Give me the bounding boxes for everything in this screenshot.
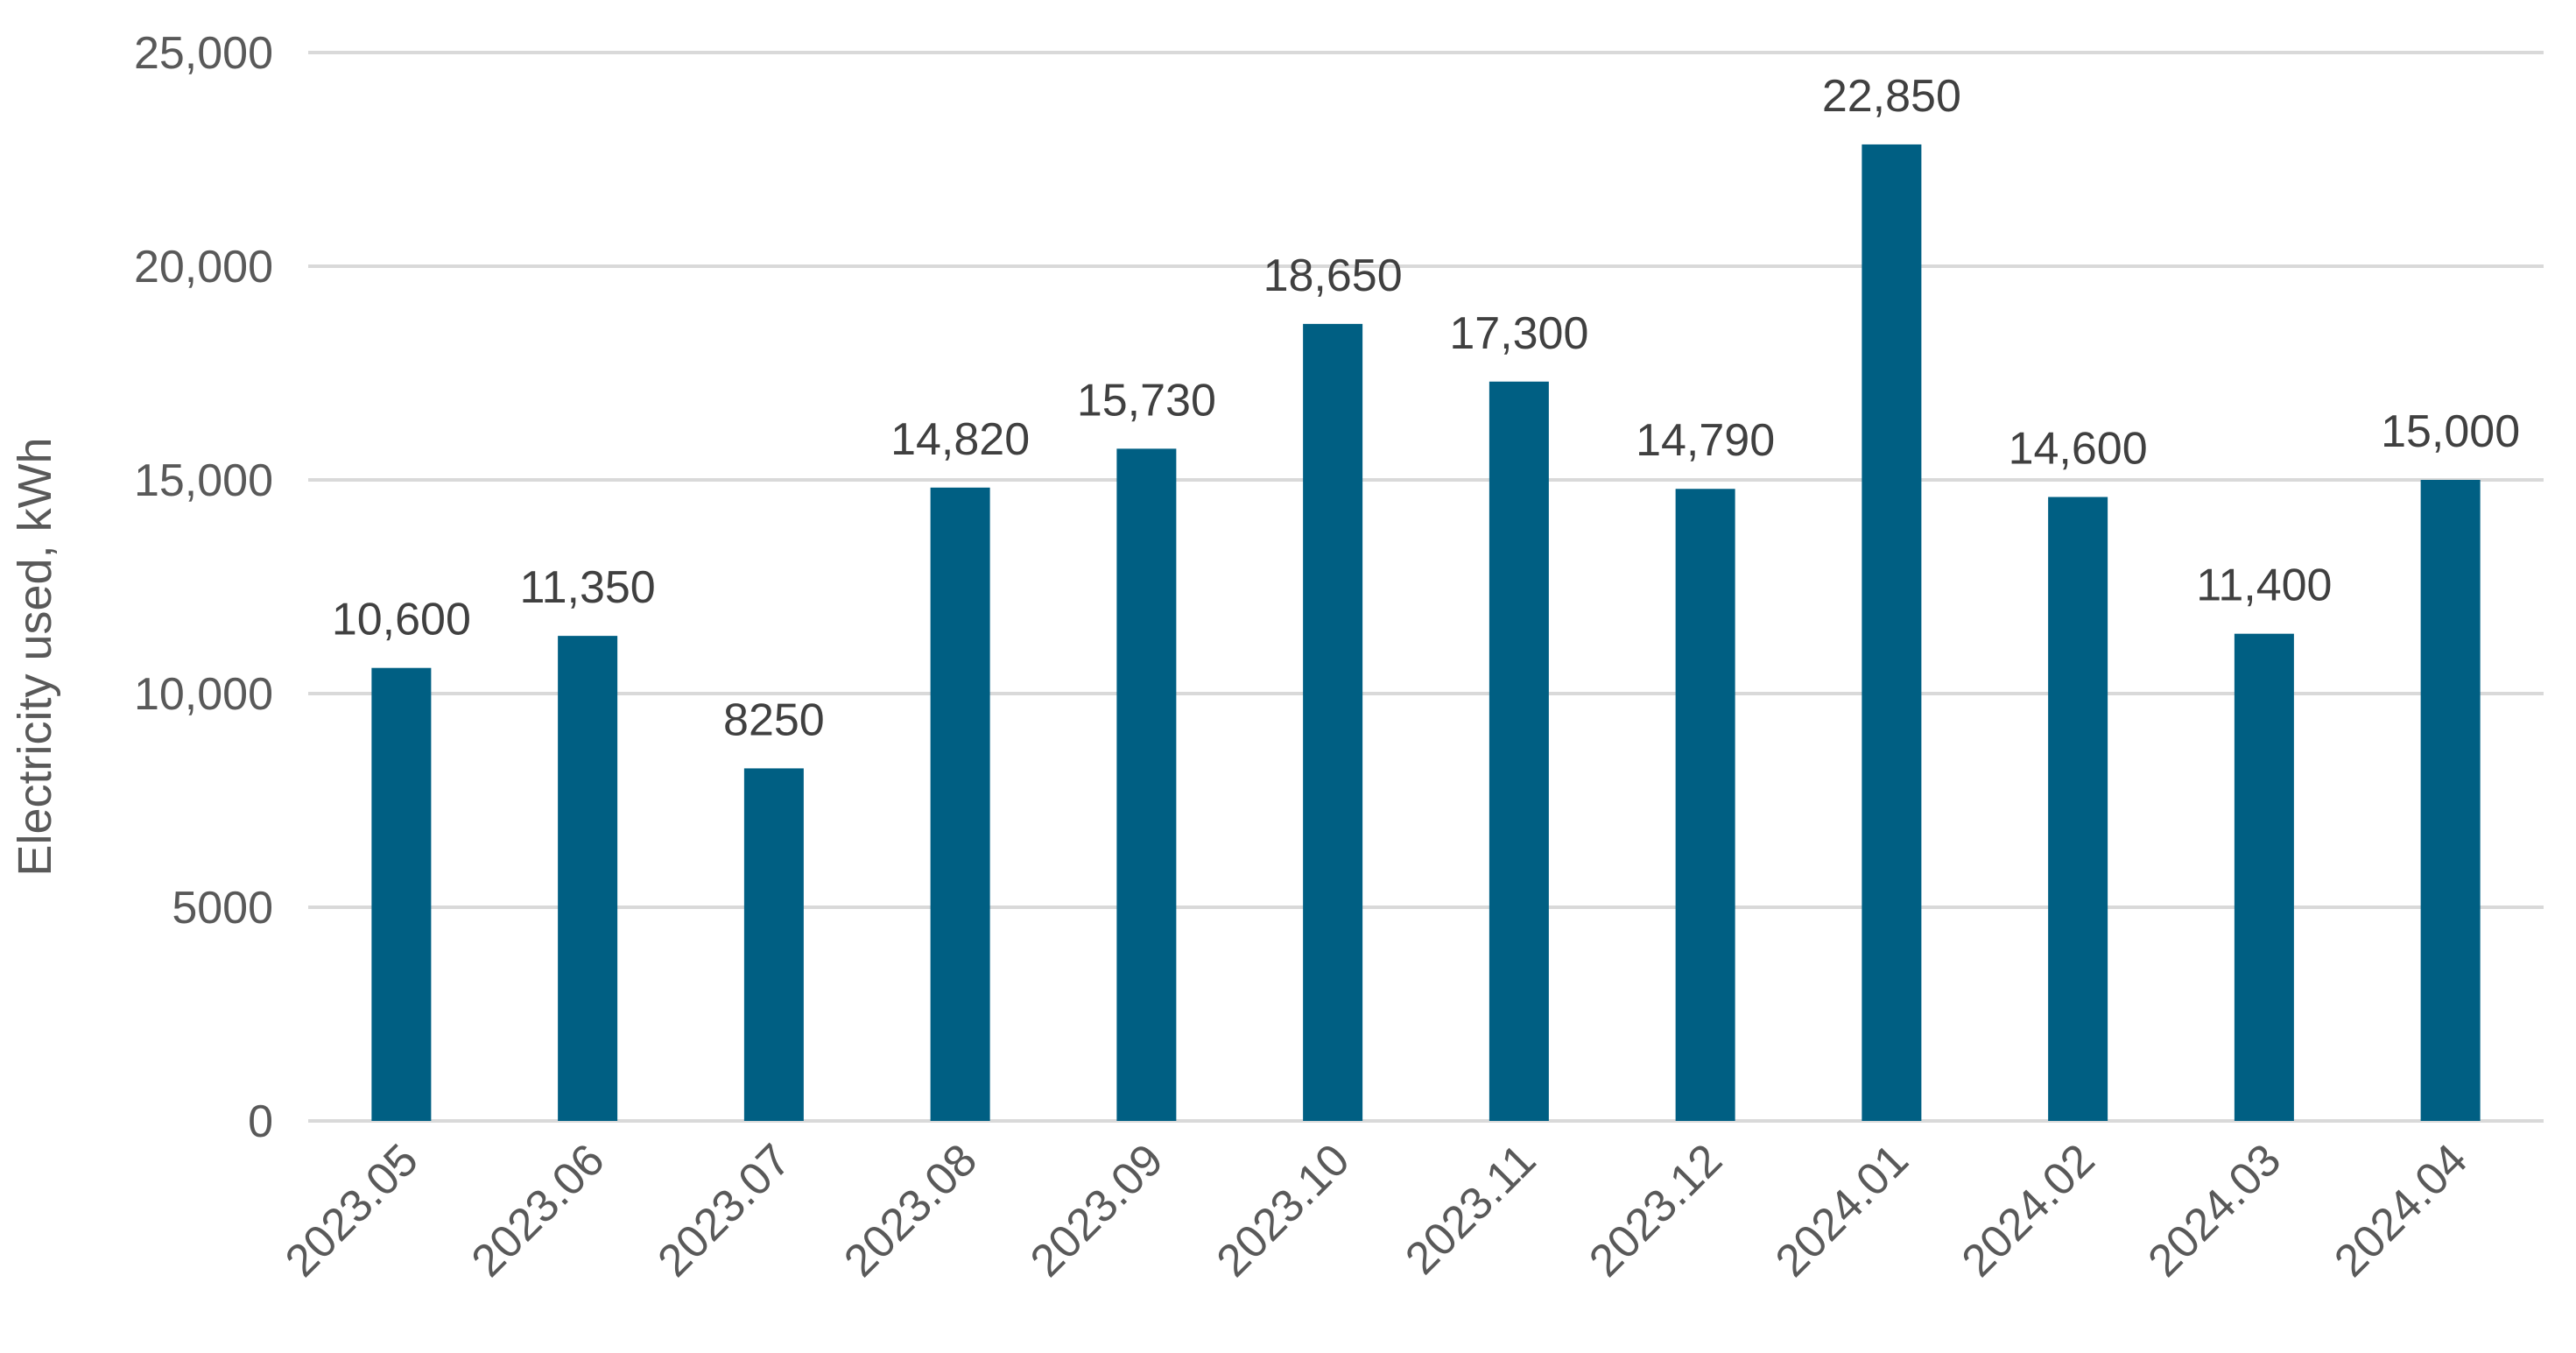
data-label: 14,820	[890, 414, 1030, 465]
data-label: 15,000	[2381, 406, 2520, 457]
bar	[1489, 381, 1549, 1121]
bar	[930, 487, 990, 1121]
data-label: 10,600	[332, 595, 471, 645]
bar	[558, 636, 618, 1121]
y-tick-label: 25,000	[134, 28, 273, 79]
x-tick-label: 2023.08	[834, 1134, 987, 1286]
y-tick-label: 20,000	[134, 242, 273, 292]
y-tick-label: 0	[248, 1096, 273, 1147]
x-tick-label: 2024.02	[1953, 1134, 2105, 1286]
y-axis-title: Electricity used, kWh	[9, 437, 61, 876]
x-tick-label: 2023.09	[1021, 1134, 1173, 1286]
x-tick-label: 2023.07	[648, 1134, 800, 1286]
data-label: 17,300	[1449, 308, 1588, 359]
x-tick-label: 2024.01	[1766, 1134, 1918, 1286]
bar	[1675, 489, 1735, 1121]
bar	[2048, 497, 2108, 1121]
bar	[2420, 480, 2481, 1121]
data-label: 22,850	[1822, 71, 1961, 122]
bar	[743, 768, 804, 1121]
y-tick-label: 10,000	[134, 669, 273, 720]
bar	[1303, 323, 1363, 1121]
y-tick-label: 5000	[172, 883, 273, 934]
x-tick-label: 2023.06	[462, 1134, 615, 1286]
bar	[2234, 633, 2294, 1121]
x-tick-label: 2024.03	[2138, 1134, 2291, 1286]
data-labels: 10,600 11,350 8250 14,820 15,730 18,650 17,300…	[332, 71, 2520, 745]
data-label: 15,730	[1077, 375, 1216, 426]
x-tick-label: 2023.12	[1580, 1134, 1732, 1286]
bar	[1862, 144, 1922, 1121]
bars	[371, 144, 2481, 1121]
data-label: 14,790	[1636, 415, 1775, 466]
y-tick-label: 15,000	[134, 455, 273, 506]
gridlines	[308, 51, 2544, 1123]
x-tick-label: 2023.10	[1207, 1134, 1360, 1286]
x-tick-label: 2023.05	[276, 1134, 428, 1286]
data-label: 11,350	[520, 562, 656, 613]
x-tick-label: 2023.11	[1396, 1134, 1545, 1284]
x-tick-label: 2024.04	[2325, 1134, 2477, 1286]
bar	[1116, 448, 1177, 1121]
bar	[371, 667, 432, 1121]
data-label: 8250	[723, 694, 825, 745]
data-label: 18,650	[1263, 250, 1403, 301]
data-label: 11,400	[2196, 560, 2332, 611]
data-label: 14,600	[2009, 424, 2148, 475]
x-axis-ticks: 2023.05 2023.06 2023.07 2023.08 2023.09 2023.…	[276, 1134, 2477, 1286]
y-axis-ticks: 0 5000 10,000 15,000 20,000 25,000	[134, 28, 273, 1147]
